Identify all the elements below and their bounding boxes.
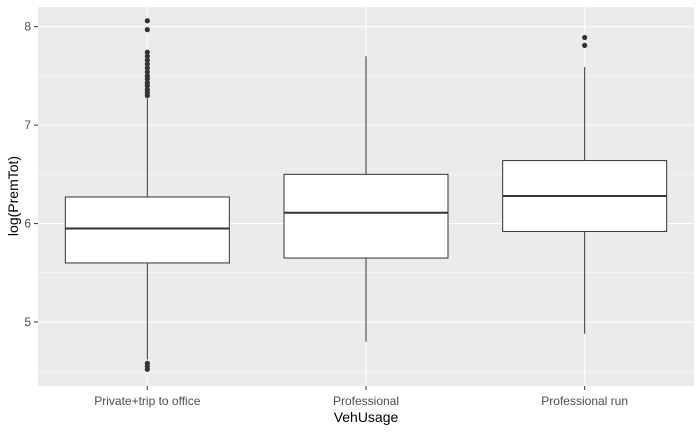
- outlier-point: [144, 80, 150, 86]
- outlier-point: [144, 360, 150, 366]
- outlier-point: [144, 18, 150, 24]
- y-tick-label: 6: [24, 217, 31, 231]
- outlier-point: [144, 57, 150, 63]
- outlier-point: [144, 87, 150, 93]
- outlier-point: [582, 34, 588, 41]
- outlier-point: [582, 42, 588, 48]
- outlier-point: [144, 61, 150, 67]
- y-tick-label: 5: [24, 315, 31, 329]
- outlier-point: [144, 53, 150, 59]
- outlier-point: [144, 27, 150, 33]
- outlier-point: [144, 65, 150, 71]
- outlier-point: [144, 69, 150, 75]
- outlier-point: [144, 49, 150, 55]
- box-series: [64, 18, 668, 372]
- box-3: [502, 34, 668, 334]
- y-axis-ticks: 5 6 7 8: [24, 20, 38, 329]
- box-2: [283, 56, 449, 342]
- y-tick-label: 7: [24, 118, 31, 132]
- x-tick-label: Private+trip to office: [94, 394, 200, 408]
- x-tick-label: Professional: [333, 394, 399, 408]
- x-axis-ticks: Private+trip to office Professional Profes…: [94, 386, 628, 408]
- x-axis-title: VehUsage: [334, 409, 399, 425]
- y-tick-label: 8: [24, 20, 31, 34]
- box-1: [64, 18, 230, 372]
- box-body: [64, 196, 230, 264]
- outlier-point: [144, 73, 150, 79]
- y-axis-title: log(PremTot): [5, 156, 21, 236]
- x-tick-label: Professional run: [541, 394, 628, 408]
- box-body: [283, 173, 449, 259]
